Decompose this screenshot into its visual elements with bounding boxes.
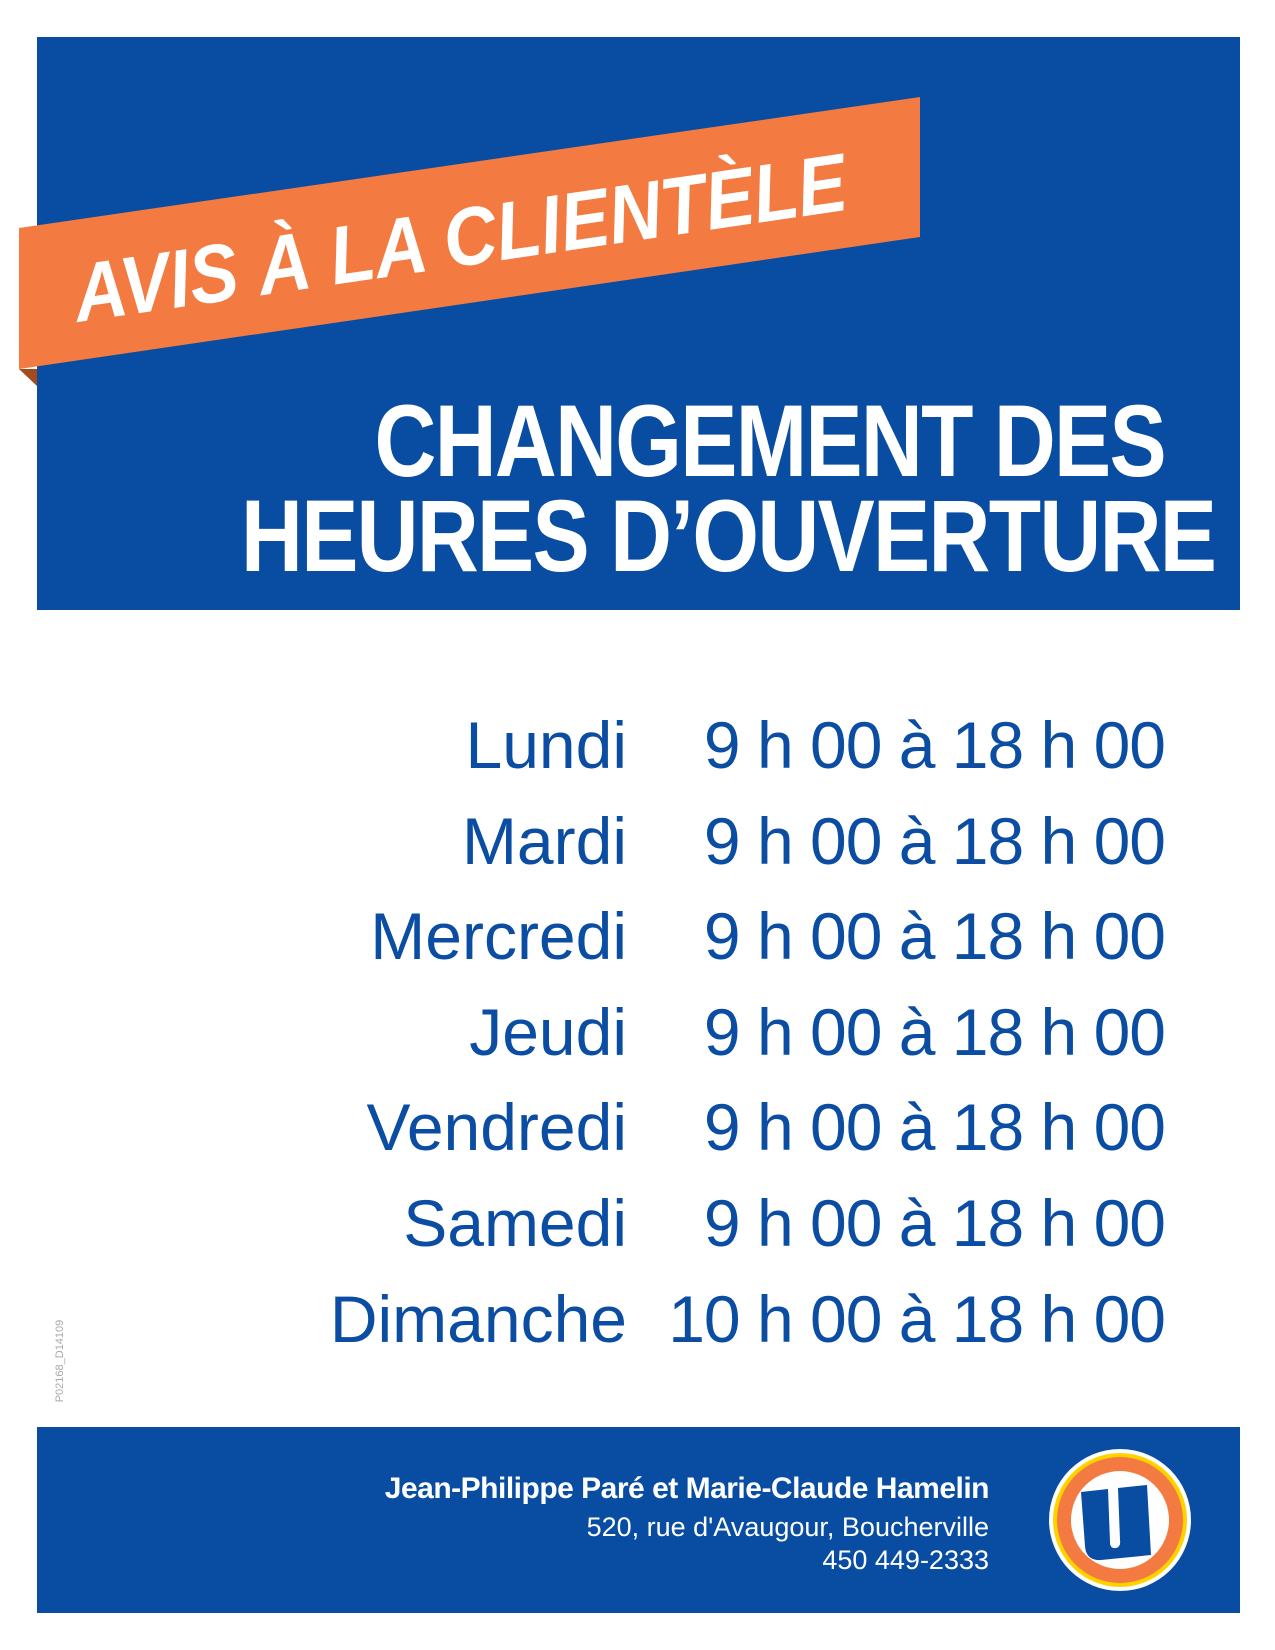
schedule-row: Vendredi 9 h 00 à 18 h 00 <box>0 1082 1275 1172</box>
schedule-row: Lundi 9 h 00 à 18 h 00 <box>0 700 1275 790</box>
schedule-row: Mardi 9 h 00 à 18 h 00 <box>0 796 1275 886</box>
document-code: P02168_D14109 <box>54 1319 66 1403</box>
day-label: Jeudi <box>469 995 627 1069</box>
ribbon-fold <box>19 369 37 386</box>
schedule-row: Mercredi 9 h 00 à 18 h 00 <box>0 891 1275 981</box>
hours-label: 10 h 00 à 18 h 00 <box>668 1282 1166 1356</box>
day-label: Lundi <box>465 708 628 782</box>
hours-label: 9 h 00 à 18 h 00 <box>703 995 1166 1069</box>
day-label: Mardi <box>461 804 627 878</box>
day-label: Vendredi <box>366 1090 627 1164</box>
hours-label: 9 h 00 à 18 h 00 <box>703 1090 1166 1164</box>
schedule-row: Jeudi 9 h 00 à 18 h 00 <box>0 987 1275 1077</box>
ribbon-band <box>19 97 920 369</box>
day-label: Samedi <box>403 1186 627 1260</box>
uniprix-u-logo-icon <box>1049 1449 1191 1591</box>
store-phone: 450 449-2333 <box>822 1545 989 1575</box>
footer-panel: Jean-Philippe Paré et Marie-Claude Hamel… <box>37 1427 1240 1613</box>
store-address: 520, rue d'Avaugour, Boucherville <box>586 1512 989 1542</box>
day-label: Mercredi <box>370 899 627 973</box>
day-label: Dimanche <box>329 1282 627 1356</box>
hours-label: 9 h 00 à 18 h 00 <box>703 1186 1166 1260</box>
notice-ribbon: AVIS À LA CLIENTÈLE <box>19 97 920 386</box>
schedule-row: Dimanche 10 h 00 à 18 h 00 <box>0 1274 1275 1364</box>
heading-line-1: CHANGEMENT DES <box>374 384 1167 498</box>
hours-label: 9 h 00 à 18 h 00 <box>703 899 1166 973</box>
heading-line-2: HEURES D’OUVERTURE <box>241 479 1217 593</box>
hours-label: 9 h 00 à 18 h 00 <box>703 708 1166 782</box>
owners-name: Jean-Philippe Paré et Marie-Claude Hamel… <box>384 1472 990 1505</box>
schedule-row: Samedi 9 h 00 à 18 h 00 <box>0 1178 1275 1268</box>
hours-label: 9 h 00 à 18 h 00 <box>703 804 1166 878</box>
